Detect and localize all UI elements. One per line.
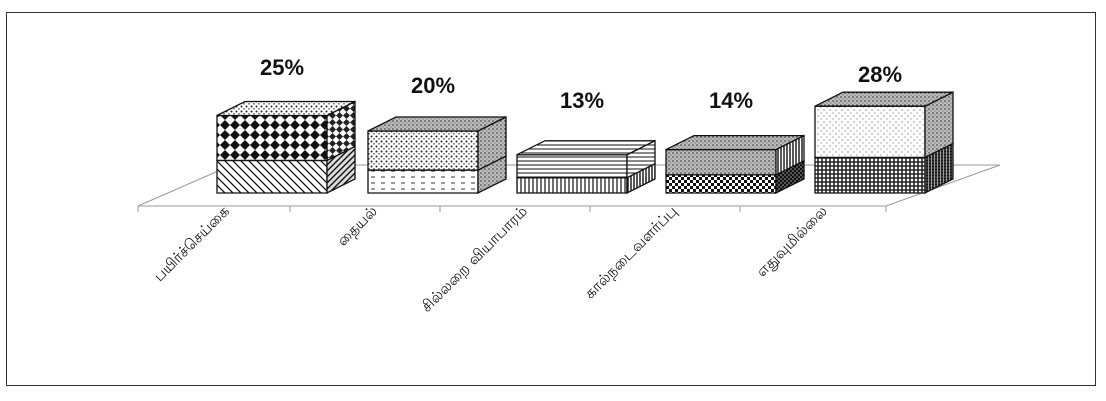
category-label: பயிர்ச்செய்கை [150, 202, 233, 285]
bar-upper-front [216, 114, 328, 162]
data-label: 25% [260, 55, 304, 80]
bar-top [814, 91, 954, 107]
category-labels-group: பயிர்ச்செய்கை தையல் சில்லறை வியாபாரம் கால்ந… [150, 202, 831, 315]
category-label: எதுவுமில்லை [752, 202, 830, 280]
data-label: 20% [411, 73, 455, 98]
bar-upper-front [665, 148, 777, 176]
bar-top [367, 116, 507, 132]
bar-lower-front [814, 156, 926, 194]
bar-lower-front [216, 159, 328, 194]
category-label: தையல் [333, 202, 381, 250]
bar-upper-front [516, 154, 628, 179]
bar-top [665, 134, 805, 151]
bar-upper-front [814, 105, 926, 159]
bar-upper-front [367, 130, 479, 171]
category-label: கால்நடைவளர்ப்பு [581, 202, 681, 302]
bar-3 [516, 139, 656, 195]
category-label: சில்லறை வியாபாரம் [417, 202, 530, 315]
bar-lower-front [516, 177, 628, 194]
bar-5 [814, 91, 954, 195]
bar-4 [665, 134, 805, 195]
bar-top [216, 100, 356, 117]
bars-group [216, 91, 954, 195]
chart-frame [6, 12, 1096, 386]
bar-1 [216, 100, 356, 195]
bar-lower-front [367, 169, 479, 194]
data-label: 28% [858, 62, 902, 87]
bar-top [516, 140, 656, 156]
bar-lower-front [665, 174, 777, 194]
bar-2 [367, 115, 507, 195]
data-label: 13% [560, 88, 604, 113]
data-labels-group: 25% 20% 13% 14% 28% [260, 55, 902, 113]
data-label: 14% [709, 88, 753, 113]
